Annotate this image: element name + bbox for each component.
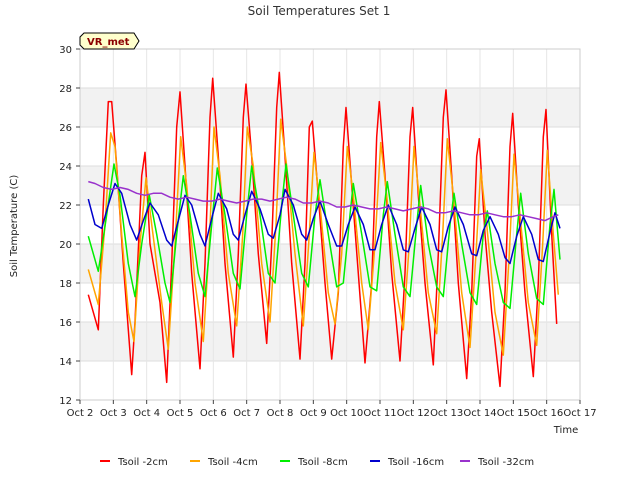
x-tick-label: Oct 12 [397,408,430,419]
band [80,166,580,205]
series-line-tsoil-16cm [87,182,561,265]
legend-label: Tsoil -8cm [297,457,348,468]
x-tick-label: Oct 7 [233,408,260,419]
y-tick-label: 22 [59,201,72,212]
y-tick-label: 14 [59,357,72,368]
badge: VR_met [79,32,140,50]
y-tick-label: 16 [59,318,72,329]
band [80,88,580,127]
plot-frame [79,48,581,401]
y-tick-label: 30 [59,45,72,56]
x-tick-label: Oct 11 [363,408,396,419]
x-tick-label: Oct 3 [100,408,127,419]
chart-title: Soil Temperatures Set 1 [248,4,391,18]
legend-label: Tsoil -16cm [387,457,444,468]
x-tick-label: Oct 5 [167,408,194,419]
y-tick-label: 18 [59,279,72,290]
x-axis-ticks: Oct 2 Oct 3 Oct 4 Oct 5 Oct 6 Oct 7 Oct 8 Oct 9… [67,400,597,419]
series-layer [87,71,561,388]
badge-box [79,32,140,50]
y-tick-label: 26 [59,123,72,134]
y-tick-label: 24 [59,162,72,173]
x-tick-label: Oct 16 [530,408,563,419]
x-tick-label: Oct 9 [300,408,327,419]
x-tick-label: Oct 13 [430,408,463,419]
x-tick-label: Oct 4 [133,408,160,419]
y-axis-title: Soil Temperature (C) [9,175,20,278]
x-axis-title: Time [553,425,578,436]
y-axis-ticks: 12 14 16 18 20 22 24 26 28 30 [59,45,80,407]
x-tick-label: Oct 2 [67,408,94,419]
y-tick-label: 28 [59,84,72,95]
x-tick-label: Oct 6 [200,408,227,419]
x-tick-label: Oct 10 [330,408,363,419]
x-tick-label: Oct 14 [463,408,496,419]
series-line-tsoil-2cm [87,71,558,388]
badge-label: VR_met [87,37,130,48]
x-tick-label: Oct 15 [497,408,530,419]
plot-background-bands [80,49,580,400]
legend-label: Tsoil -32cm [477,457,534,468]
series-line-tsoil-32cm [88,180,559,222]
x-tick-label: Oct 8 [267,408,294,419]
legend: Tsoil -2cm Tsoil -4cm Tsoil -8cm Tsoil -16c… [100,457,534,468]
y-tick-label: 20 [59,240,72,251]
legend-label: Tsoil -4cm [207,457,258,468]
series-line-tsoil-8cm [87,163,561,310]
series-line-tsoil-4cm [87,118,560,356]
legend-label: Tsoil -2cm [117,457,168,468]
x-tick-label: Oct 17 [563,408,596,419]
y-tick-label: 12 [59,396,72,407]
